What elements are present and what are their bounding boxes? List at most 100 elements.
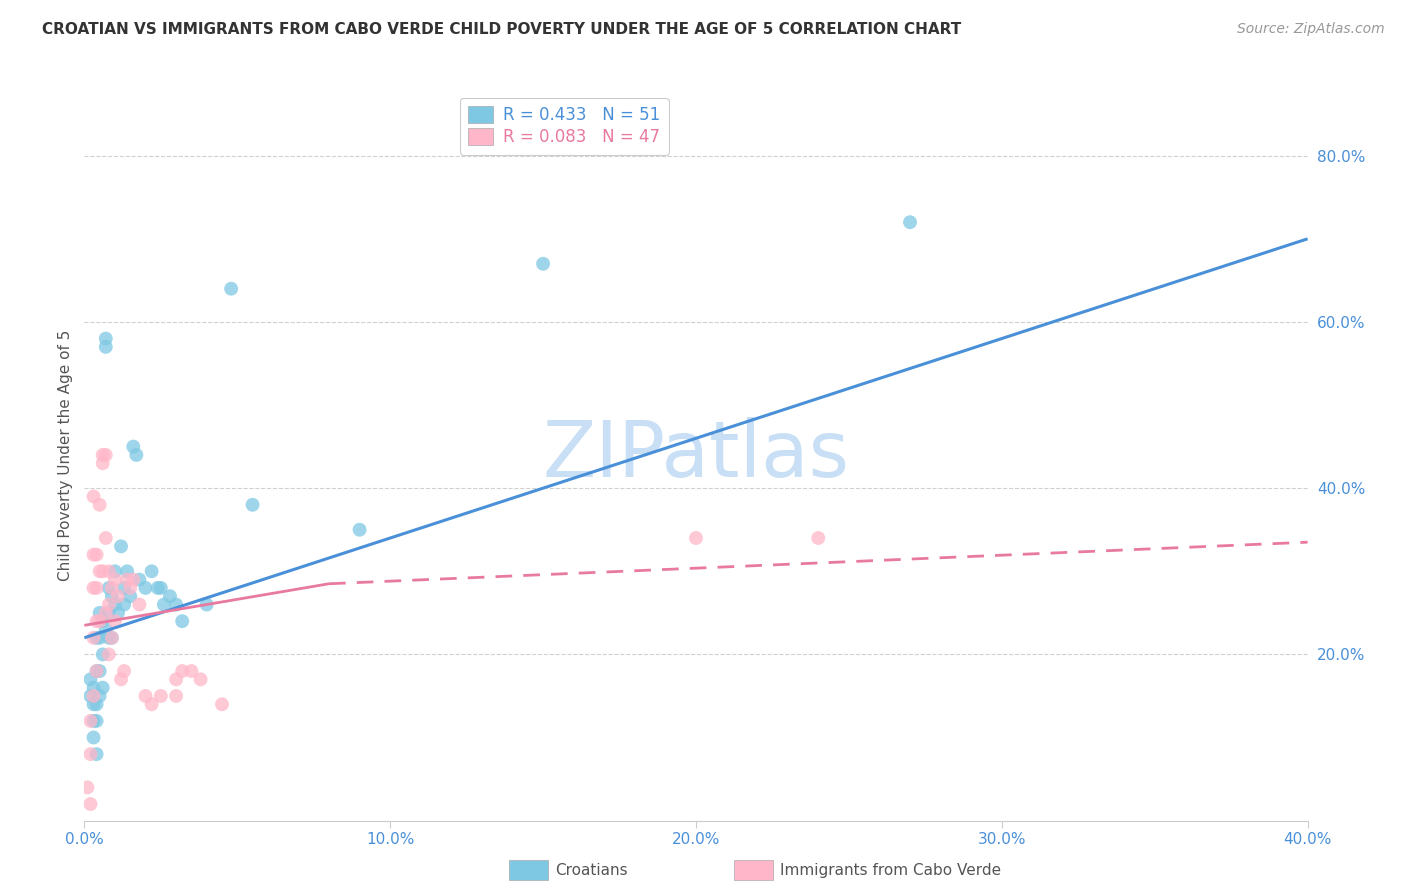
- Point: [135, 689, 157, 703]
- Point: [83, 581, 105, 595]
- Point: [112, 598, 135, 612]
- Point: [135, 581, 157, 595]
- Point: [120, 581, 142, 595]
- Point: [91, 614, 114, 628]
- Point: [531, 257, 554, 271]
- Point: [219, 282, 242, 296]
- Point: [104, 573, 127, 587]
- Point: [86, 581, 108, 595]
- Point: [97, 648, 120, 662]
- Point: [112, 581, 135, 595]
- Point: [107, 606, 129, 620]
- Point: [79, 797, 101, 811]
- Point: [89, 614, 111, 628]
- Point: [86, 664, 108, 678]
- Point: [94, 531, 117, 545]
- Point: [86, 631, 108, 645]
- Point: [86, 747, 108, 761]
- Point: [89, 564, 111, 578]
- Point: [101, 631, 124, 645]
- Point: [86, 614, 108, 628]
- Point: [172, 614, 194, 628]
- Point: [83, 698, 105, 712]
- Point: [89, 689, 111, 703]
- Point: [128, 598, 150, 612]
- Point: [94, 332, 117, 346]
- Point: [89, 664, 111, 678]
- Point: [107, 589, 129, 603]
- Point: [104, 598, 127, 612]
- Point: [86, 548, 108, 562]
- Legend: R = 0.433   N = 51, R = 0.083   N = 47: R = 0.433 N = 51, R = 0.083 N = 47: [460, 97, 669, 154]
- Point: [115, 564, 138, 578]
- Point: [97, 606, 120, 620]
- Point: [165, 598, 187, 612]
- Point: [141, 698, 163, 712]
- Point: [349, 523, 371, 537]
- Point: [149, 581, 172, 595]
- Text: Source: ZipAtlas.com: Source: ZipAtlas.com: [1237, 22, 1385, 37]
- Point: [104, 564, 127, 578]
- Point: [141, 564, 163, 578]
- Point: [195, 598, 218, 612]
- Point: [94, 623, 117, 637]
- Point: [83, 714, 105, 728]
- Point: [242, 498, 264, 512]
- Point: [89, 631, 111, 645]
- Point: [172, 664, 194, 678]
- Point: [146, 581, 169, 595]
- Point: [89, 498, 111, 512]
- Point: [115, 573, 138, 587]
- Y-axis label: Child Poverty Under the Age of 5: Child Poverty Under the Age of 5: [58, 329, 73, 581]
- Point: [104, 614, 127, 628]
- Point: [101, 589, 124, 603]
- Point: [83, 490, 105, 504]
- Point: [110, 673, 132, 687]
- Point: [83, 689, 105, 703]
- Point: [149, 689, 172, 703]
- Point: [180, 664, 202, 678]
- Point: [159, 589, 181, 603]
- Point: [122, 440, 145, 454]
- Point: [86, 664, 108, 678]
- Point: [91, 564, 114, 578]
- Text: Immigrants from Cabo Verde: Immigrants from Cabo Verde: [780, 863, 1001, 878]
- Point: [97, 631, 120, 645]
- Point: [83, 681, 105, 695]
- Point: [101, 631, 124, 645]
- Point: [94, 448, 117, 462]
- Point: [165, 673, 187, 687]
- Point: [97, 581, 120, 595]
- Point: [91, 448, 114, 462]
- Point: [91, 681, 114, 695]
- Point: [110, 539, 132, 553]
- Point: [112, 664, 135, 678]
- Point: [125, 448, 148, 462]
- Point: [685, 531, 707, 545]
- Point: [128, 573, 150, 587]
- Point: [86, 698, 108, 712]
- Point: [94, 606, 117, 620]
- Point: [153, 598, 176, 612]
- Point: [83, 631, 105, 645]
- Point: [94, 340, 117, 354]
- Point: [190, 673, 212, 687]
- Point: [79, 689, 101, 703]
- Point: [83, 548, 105, 562]
- Point: [79, 714, 101, 728]
- Point: [83, 731, 105, 745]
- Text: CROATIAN VS IMMIGRANTS FROM CABO VERDE CHILD POVERTY UNDER THE AGE OF 5 CORRELAT: CROATIAN VS IMMIGRANTS FROM CABO VERDE C…: [42, 22, 962, 37]
- Point: [79, 747, 101, 761]
- Text: ZIPatlas: ZIPatlas: [543, 417, 849, 493]
- Point: [898, 215, 921, 229]
- Point: [211, 698, 233, 712]
- Point: [91, 648, 114, 662]
- Point: [97, 598, 120, 612]
- Point: [86, 714, 108, 728]
- Point: [101, 581, 124, 595]
- Point: [91, 456, 114, 470]
- Point: [76, 780, 98, 795]
- Point: [97, 564, 120, 578]
- Point: [122, 573, 145, 587]
- Point: [807, 531, 830, 545]
